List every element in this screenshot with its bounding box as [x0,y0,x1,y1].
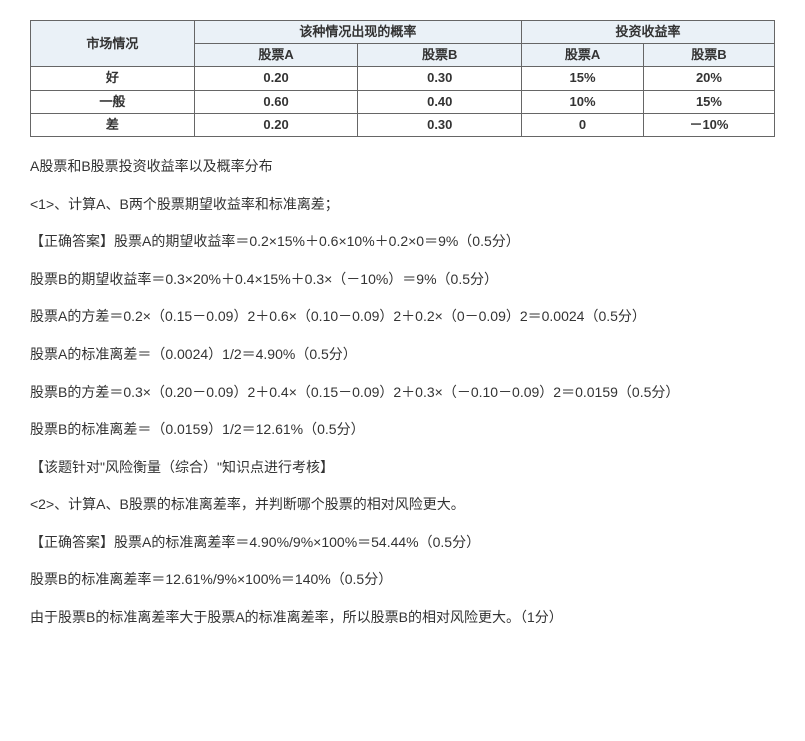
cell-market: 差 [31,113,195,136]
table-row: 好0.200.3015%20% [31,67,775,90]
cell-pa: 0.20 [194,113,358,136]
answer-sdB: 股票B的标准离差＝（0.0159）1/2＝12.61%（0.5分） [30,420,775,440]
table-row: 一般0.600.4010%15% [31,90,775,113]
table-body: 好0.200.3015%20%一般0.600.4010%15%差0.200.30… [31,67,775,137]
th-market: 市场情况 [31,21,195,67]
cell-rb: 15% [643,90,774,113]
cell-pb: 0.40 [358,90,522,113]
th-ra: 股票A [522,44,644,67]
answer-eA: 【正确答案】股票A的期望收益率＝0.2×15%＋0.6×10%＋0.2×0＝9%… [30,232,775,252]
cell-pa: 0.60 [194,90,358,113]
cell-pb: 0.30 [358,113,522,136]
th-pb: 股票B [358,44,522,67]
answer-eB: 股票B的期望收益率＝0.3×20%＋0.4×15%＋0.3×（－10%）＝9%（… [30,270,775,290]
th-pa: 股票A [194,44,358,67]
cell-market: 好 [31,67,195,90]
intro-text: A股票和B股票投资收益率以及概率分布 [30,157,775,177]
answer-cvB: 股票B的标准离差率＝12.61%/9%×100%＝140%（0.5分） [30,570,775,590]
cell-market: 一般 [31,90,195,113]
th-prob: 该种情况出现的概率 [194,21,521,44]
cell-rb: 20% [643,67,774,90]
question-2: <2>、计算A、B股票的标准离差率，并判断哪个股票的相对风险更大。 [30,495,775,515]
question-1: <1>、计算A、B两个股票期望收益率和标准离差； [30,195,775,215]
answer-cvA: 【正确答案】股票A的标准离差率＝4.90%/9%×100%＝54.44%（0.5… [30,533,775,553]
cell-rb: －10% [643,113,774,136]
table-row: 差0.200.300－10% [31,113,775,136]
cell-ra: 15% [522,67,644,90]
answer-sdA: 股票A的标准离差＝（0.0024）1/2＝4.90%（0.5分） [30,345,775,365]
conclusion: 由于股票B的标准离差率大于股票A的标准离差率，所以股票B的相对风险更大。（1分） [30,608,775,628]
cell-pb: 0.30 [358,67,522,90]
answer-varA: 股票A的方差＝0.2×（0.15－0.09）2＋0.6×（0.10－0.09）2… [30,307,775,327]
cell-ra: 10% [522,90,644,113]
data-table: 市场情况 该种情况出现的概率 投资收益率 股票A 股票B 股票A 股票B 好0.… [30,20,775,137]
cell-pa: 0.20 [194,67,358,90]
cell-ra: 0 [522,113,644,136]
th-rb: 股票B [643,44,774,67]
answer-varB: 股票B的方差＝0.3×（0.20－0.09）2＋0.4×（0.15－0.09）2… [30,383,775,403]
th-return: 投资收益率 [522,21,775,44]
note-1: 【该题针对"风险衡量（综合）"知识点进行考核】 [30,458,775,478]
